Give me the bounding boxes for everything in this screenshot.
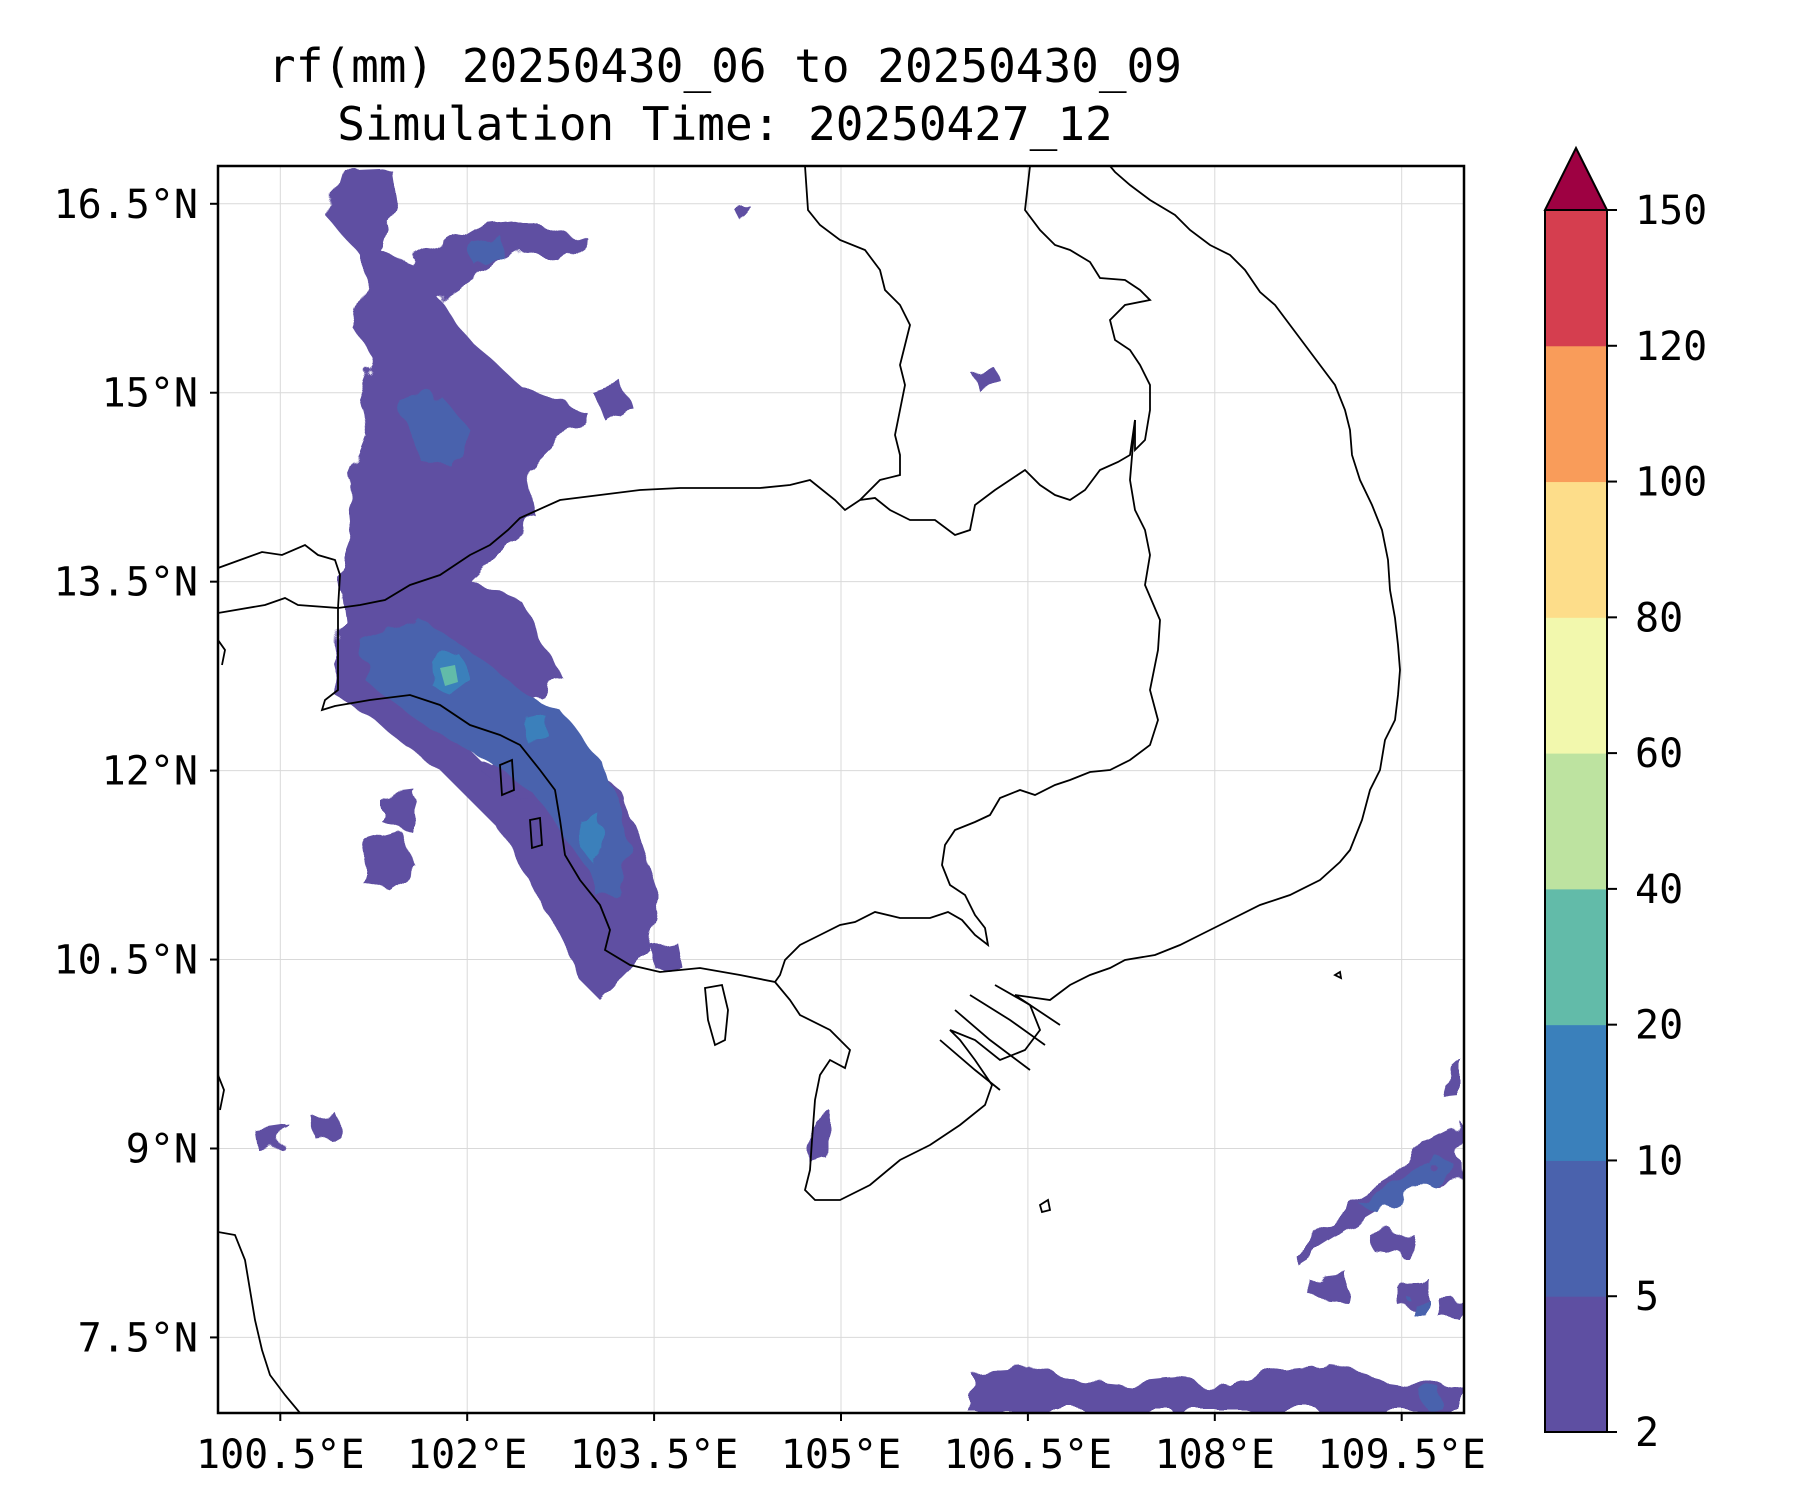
colorbar-tick-label: 80 — [1635, 595, 1683, 641]
rain-patch — [650, 940, 680, 968]
rain-band-southeast-core — [1360, 1160, 1455, 1215]
rainfall-field — [255, 168, 1462, 1413]
rain-cell-heavy — [520, 715, 548, 740]
island-phu-quy — [1333, 970, 1343, 980]
rain-band-south — [970, 1365, 1462, 1413]
colorbar-tick-label: 60 — [1635, 731, 1683, 777]
map-title-line-2: Simulation Time: 20250427_12 — [337, 97, 1113, 151]
map-title-line-1: rf(mm) 20250430_06 to 20250430_09 — [268, 39, 1182, 93]
border-laos-thailand — [804, 166, 911, 501]
lon-tick-label: 102°E — [407, 1432, 527, 1478]
colorbar: 2 5 10 20 40 60 80 100 120 150 — [1543, 145, 1707, 1456]
lon-tick-label: 103.5°E — [570, 1432, 739, 1478]
island-koh-kong — [499, 758, 515, 797]
rain-patch — [360, 830, 420, 890]
lon-tick-label: 100.5°E — [196, 1432, 365, 1478]
colorbar-segment — [1545, 753, 1607, 890]
border-laos — [1024, 166, 1152, 453]
mekong-delta-channels — [939, 984, 1061, 1091]
colorbar-tick-label: 100 — [1635, 460, 1707, 506]
lon-tick-label: 108°E — [1155, 1432, 1275, 1478]
colorbar-segment — [1545, 481, 1607, 618]
lat-tick-label: 15°N — [102, 371, 198, 417]
colorbar-extend-arrow — [1543, 145, 1609, 211]
lat-tick-label: 9°N — [126, 1126, 198, 1172]
colorbar-segment — [1545, 345, 1607, 483]
longitude-ticks: 100.5°E 102°E 103.5°E 105°E 106.5°E 108°E 109.… — [196, 1413, 1486, 1478]
rain-cell-peak — [440, 665, 458, 686]
border-thailand-cambodia — [218, 419, 1136, 609]
border-cambodia-vietnam — [774, 419, 1161, 983]
latitude-ticks: 16.5°N 15°N 13.5°N 12°N 10.5°N 9°N 7.5°N — [54, 182, 218, 1361]
colorbar-tick-label: 40 — [1635, 867, 1683, 913]
coastline-malay-peninsula — [218, 1231, 301, 1413]
coastline-gulf-of-thailand — [218, 166, 1401, 1201]
rain-patch — [1370, 1230, 1410, 1255]
colorbar-segment — [1545, 888, 1607, 1026]
coastlines-and-borders — [218, 166, 1401, 1413]
rain-band-southeast — [1290, 1120, 1462, 1262]
colorbar-segment — [1545, 1024, 1607, 1161]
colorbar-frame — [1544, 210, 1608, 1433]
rain-patch — [970, 368, 1005, 392]
lon-tick-label: 109.5°E — [1317, 1432, 1486, 1478]
lat-tick-label: 12°N — [102, 749, 198, 795]
lat-tick-label: 13.5°N — [54, 560, 199, 606]
rain-patch — [735, 205, 750, 225]
rain-patch — [1440, 1298, 1462, 1322]
rain-band-west-core — [470, 235, 505, 265]
colorbar-tick-label: 150 — [1635, 188, 1707, 234]
colorbar-segment — [1545, 617, 1607, 754]
island-phu-quoc — [704, 983, 729, 1047]
island-con-dao — [1038, 1198, 1052, 1214]
colorbar-segment — [1545, 1160, 1607, 1297]
colorbar-tick-label: 10 — [1635, 1138, 1683, 1184]
colorbar-tick-label: 5 — [1635, 1274, 1659, 1320]
rain-patch — [1310, 1275, 1350, 1300]
lat-tick-label: 7.5°N — [78, 1315, 198, 1361]
colorbar-tick-label: 2 — [1635, 1410, 1659, 1456]
rain-patch — [255, 1125, 290, 1150]
rain-band-west-core — [360, 620, 630, 900]
colorbar-segment — [1545, 210, 1607, 347]
coastline-west-edge — [218, 639, 226, 666]
rain-patch — [810, 1110, 830, 1165]
rain-band-west-core — [400, 395, 470, 470]
colorbar-segment — [1545, 1296, 1607, 1433]
lon-tick-label: 106.5°E — [944, 1432, 1113, 1478]
rain-band-southeast-arm — [1440, 1060, 1462, 1100]
colorbar-tick-label: 120 — [1635, 324, 1707, 370]
coastline-west-edge — [218, 1074, 225, 1111]
rain-cell-heavy — [578, 815, 605, 860]
lon-tick-label: 105°E — [781, 1432, 901, 1478]
rain-patch-core — [1410, 1298, 1428, 1316]
lat-tick-label: 16.5°N — [54, 182, 199, 228]
rain-patch — [590, 380, 635, 425]
island-koh-rong — [529, 816, 543, 850]
rain-patch — [310, 1112, 338, 1138]
lat-tick-label: 10.5°N — [54, 938, 199, 984]
colorbar-tick-label: 20 — [1635, 1003, 1683, 1049]
rain-patch-core — [1420, 1388, 1440, 1405]
rain-patch — [380, 795, 420, 830]
